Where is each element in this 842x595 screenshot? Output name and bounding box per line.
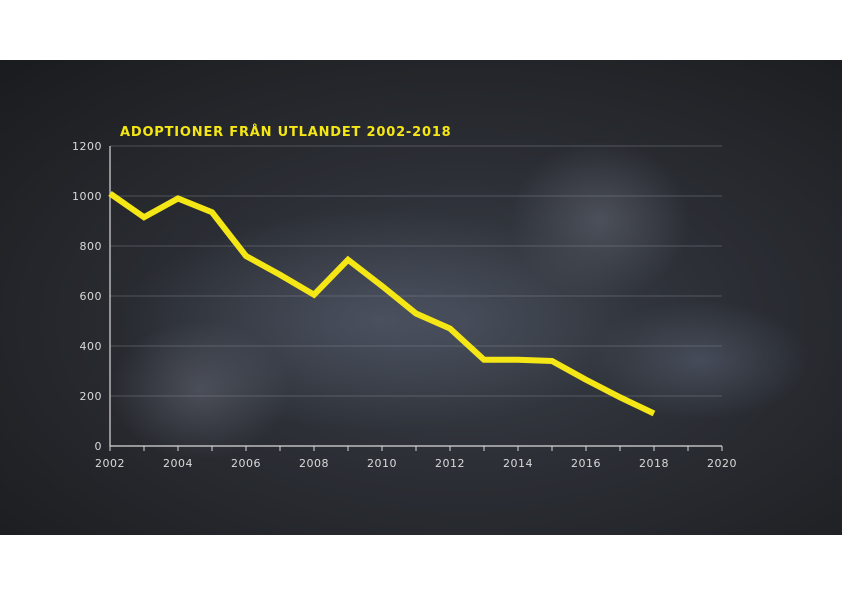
x-tick-label: 2020: [707, 457, 737, 470]
series: [108, 191, 656, 417]
x-tick-label: 2012: [435, 457, 465, 470]
x-tick-label: 2010: [367, 457, 397, 470]
chart-background: ADOPTIONER FRÅN UTLANDET 2002-2018 0 200 4…: [0, 60, 842, 535]
x-tick-labels: 2002 2004 2006 2008 2010 2012 2014 2016 2018 2020: [95, 457, 737, 470]
y-tick-label: 800: [80, 240, 103, 253]
y-tick-label: 0: [95, 440, 103, 453]
y-tick-label: 400: [80, 340, 103, 353]
y-tick-label: 1000: [72, 190, 102, 203]
x-tick-label: 2008: [299, 457, 329, 470]
x-tick-label: 2018: [639, 457, 669, 470]
y-tick-label: 1200: [72, 140, 102, 153]
y-tick-label: 200: [80, 390, 103, 403]
x-tick-label: 2016: [571, 457, 601, 470]
line-chart: ADOPTIONER FRÅN UTLANDET 2002-2018 02004…: [72, 124, 810, 470]
grid-lines: [110, 145, 722, 397]
y-tick-labels: 0 200 400 600 800 1000 1200: [72, 140, 102, 453]
x-tick-label: 2004: [163, 457, 193, 470]
x-tick-label: 2006: [231, 457, 261, 470]
y-tick-label: 600: [80, 290, 103, 303]
chart-title: ADOPTIONER FRÅN UTLANDET 2002-2018: [120, 124, 452, 140]
background-photo: [110, 140, 810, 460]
x-tick-label: 2002: [95, 457, 125, 470]
x-tick-label: 2014: [503, 457, 533, 470]
